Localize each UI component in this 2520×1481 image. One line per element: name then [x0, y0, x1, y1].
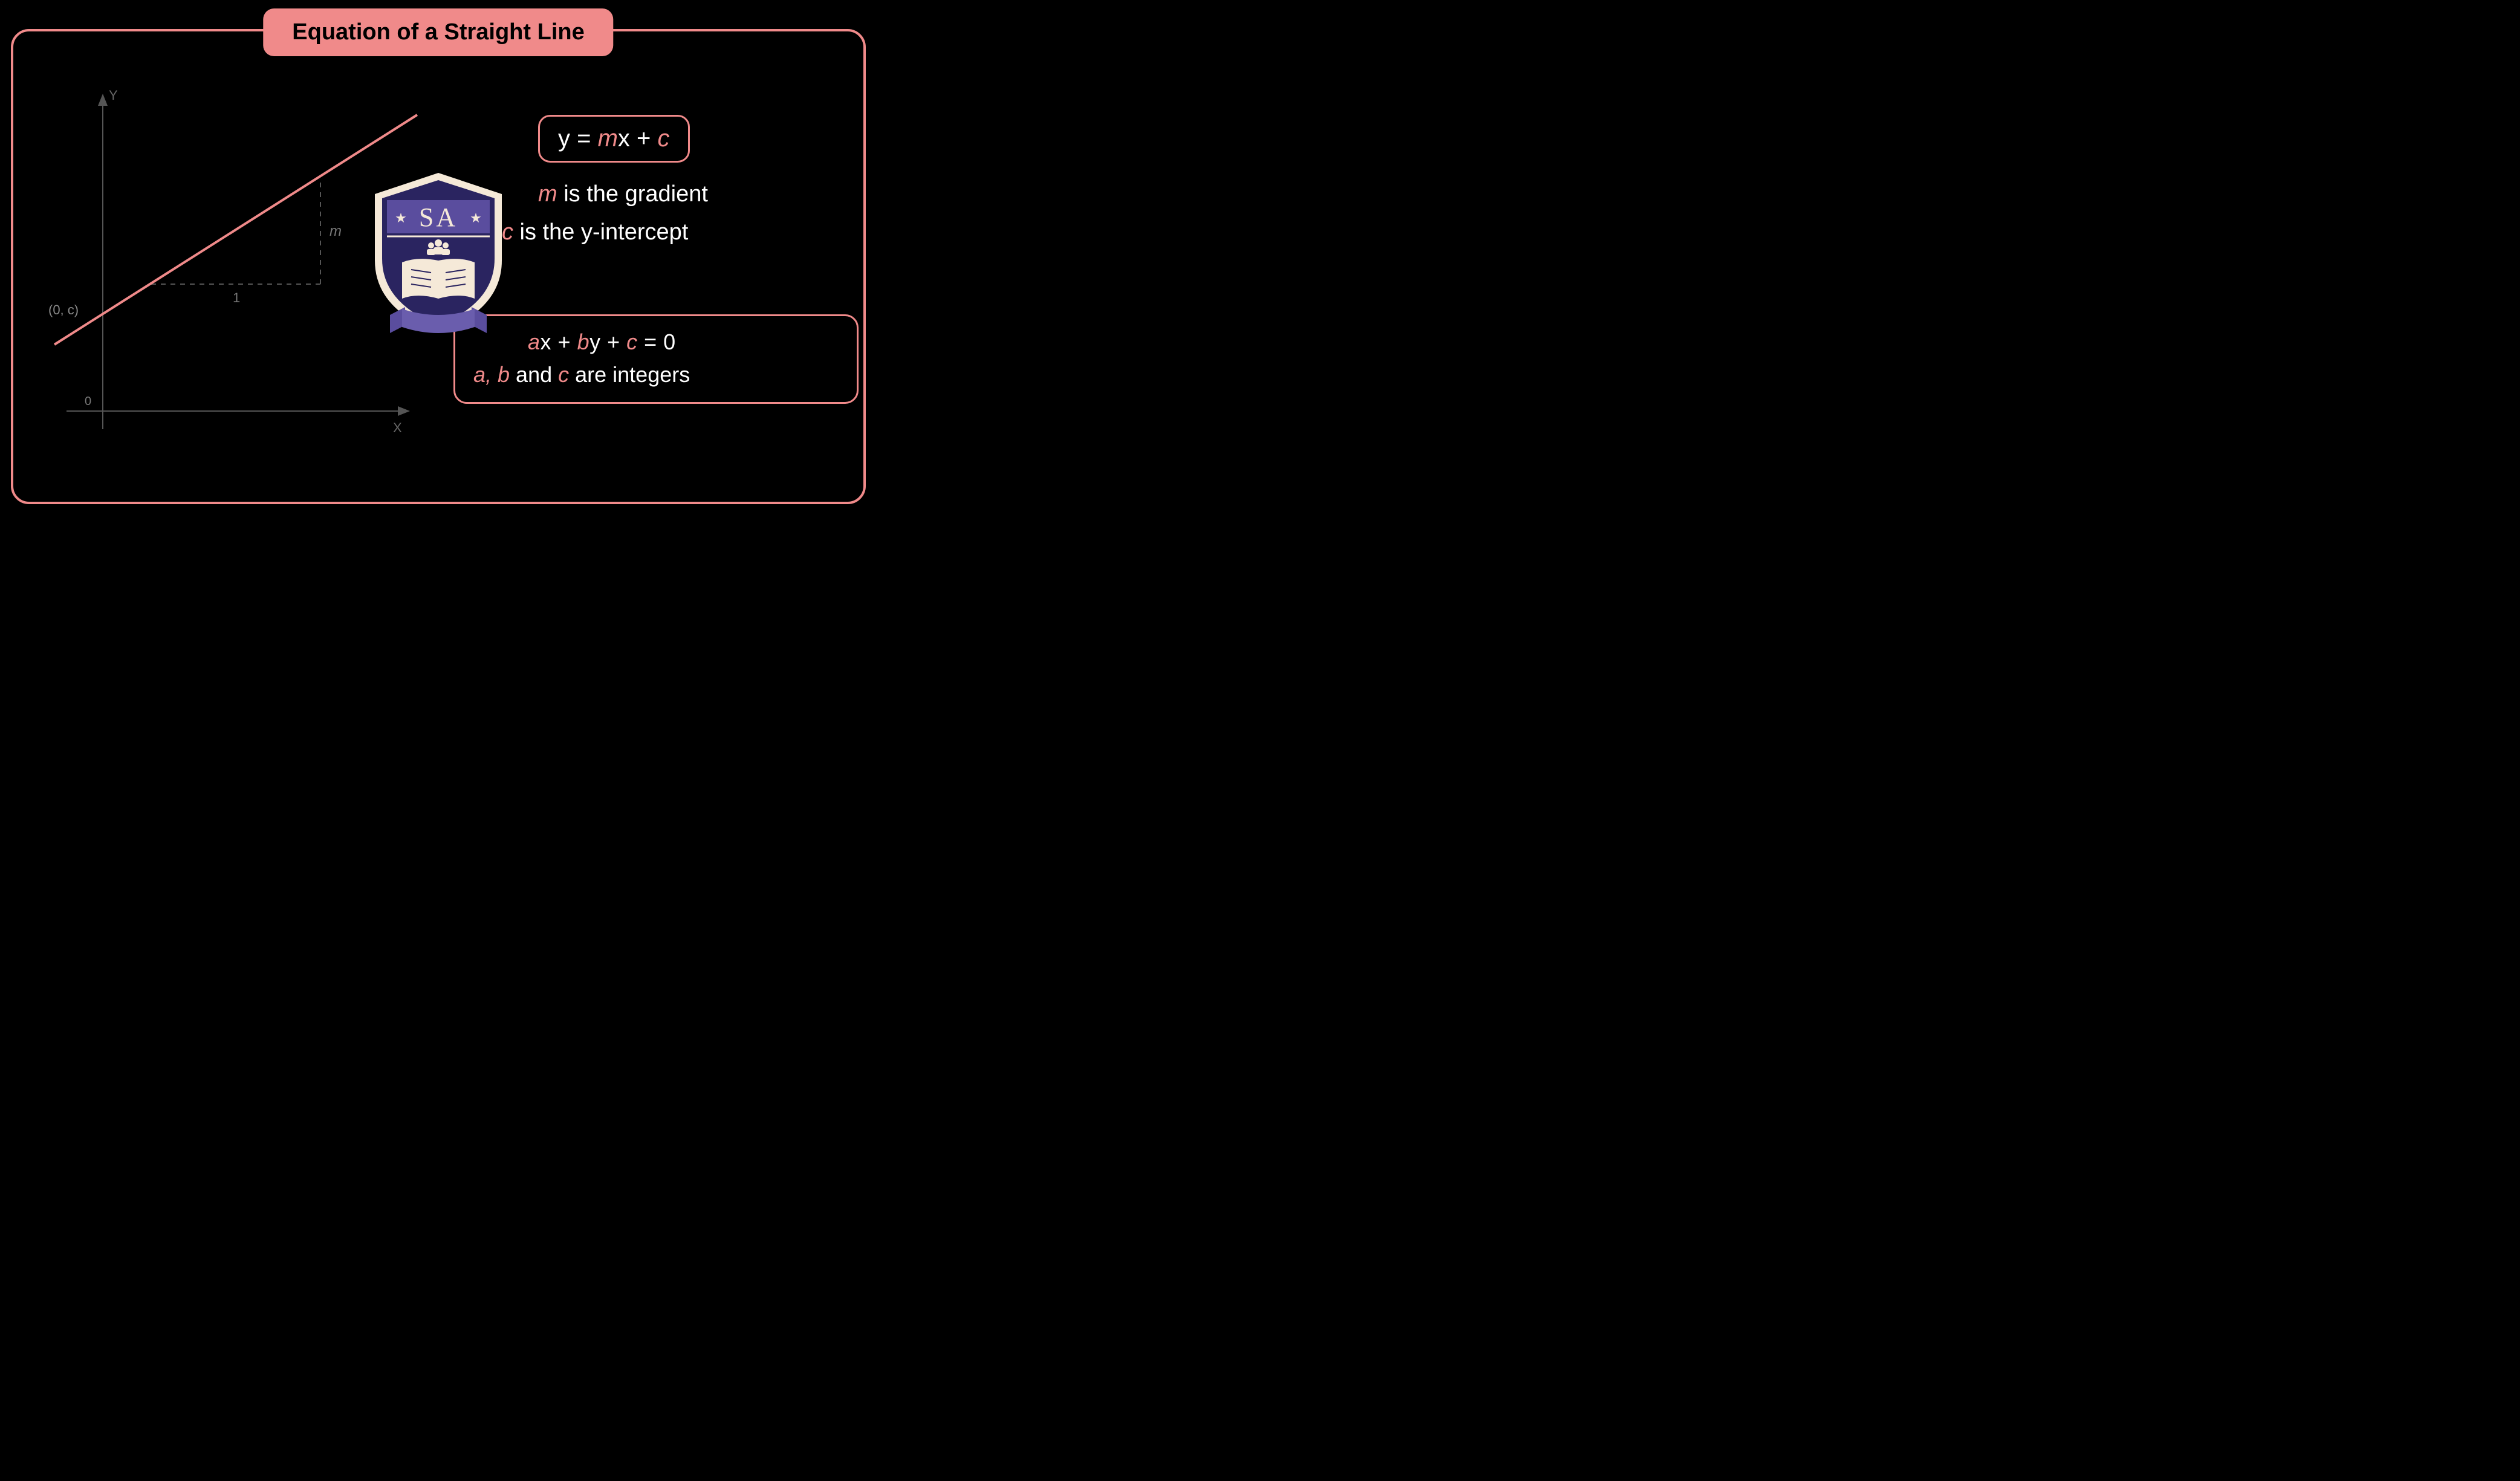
gen-c: c [626, 329, 638, 354]
intercept-label: (0, c) [48, 302, 79, 317]
eq-m: m [598, 125, 618, 152]
equations-panel: y = mx + c m is the gradient c is the y-… [466, 115, 852, 453]
eq-prefix: y = [558, 125, 598, 152]
m-var: m [538, 181, 557, 207]
gen-end: = 0 [638, 329, 676, 354]
y-axis-label: Y [109, 88, 118, 103]
m-def-text: is the gradient [557, 181, 708, 207]
c-definition: c is the y-intercept [502, 218, 852, 247]
gen-ab: a, b [473, 362, 510, 387]
watermark-logo: SA ★ ★ [360, 167, 517, 348]
book-icon [402, 259, 475, 299]
gen-int: are integers [569, 362, 690, 387]
rise-label: m [330, 223, 342, 239]
eq-mid: x + [618, 125, 658, 152]
gen-a: a [528, 329, 541, 354]
title-badge: Equation of a Straight Line [263, 8, 613, 56]
x-axis-arrow [398, 406, 410, 416]
page-title: Equation of a Straight Line [292, 19, 584, 45]
star-left-icon: ★ [395, 210, 407, 225]
eq-c: c [658, 125, 670, 152]
gen-mid2: y + [589, 329, 626, 354]
gen-c2: c [558, 362, 569, 387]
gen-mid1: x + [541, 329, 577, 354]
gen-and: and [510, 362, 558, 387]
logo-text: SA [419, 203, 458, 232]
slope-intercept-box: y = mx + c [538, 115, 690, 163]
gen-b: b [577, 329, 590, 354]
m-definition: m is the gradient [538, 180, 852, 209]
c-def-text: is the y-intercept [513, 219, 688, 245]
run-label: 1 [233, 290, 240, 305]
general-line2: a, b and c are integers [473, 358, 839, 391]
x-axis-label: X [393, 420, 402, 435]
general-line1: ax + by + c = 0 [473, 326, 839, 358]
y-axis-arrow [98, 94, 108, 106]
origin-label: 0 [85, 395, 91, 408]
star-right-icon: ★ [470, 210, 482, 225]
